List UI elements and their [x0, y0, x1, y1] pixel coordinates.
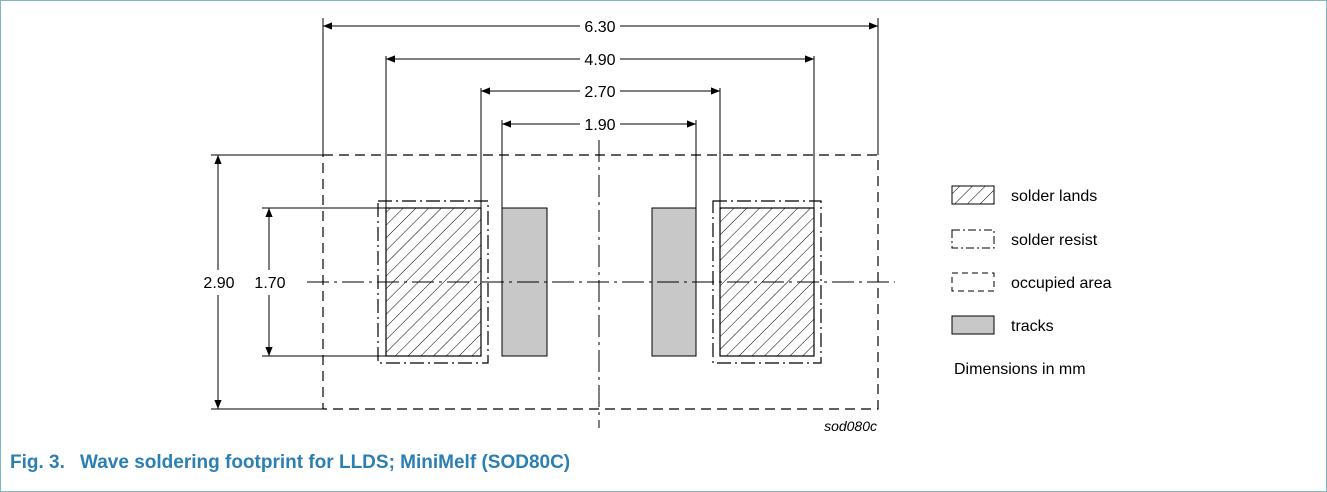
figure-title: Wave soldering footprint for LLDS; MiniM…: [80, 452, 571, 473]
legend-swatch-solder-lands: [951, 185, 995, 205]
dim-label-height-total: 2.90: [203, 275, 234, 292]
legend-swatch-tracks: [951, 315, 995, 335]
legend-swatch-solder-resist: [951, 229, 995, 249]
vertical-dimension-lines: [214, 155, 273, 409]
dim-label-total-width: 6.30: [584, 19, 615, 36]
legend-label-solder-lands: solder lands: [1011, 188, 1097, 205]
legend-label-occupied-area: occupied area: [1011, 275, 1112, 292]
dim-label-tracks-gap: 1.90: [584, 117, 615, 134]
figure-caption: Fig. 3. Wave soldering footprint for LLDS…: [10, 452, 570, 474]
legend-label-tracks: tracks: [1011, 318, 1054, 335]
dim-label-lands-inner: 2.70: [584, 84, 615, 101]
dim-label-lands-outer: 4.90: [584, 52, 615, 69]
legend-units-note: Dimensions in mm: [954, 361, 1086, 378]
horizontal-dimension-lines: [323, 22, 878, 128]
legend-swatch-occupied-area: [951, 272, 995, 292]
drawing-code: sod080c: [824, 418, 877, 434]
legend-label-solder-resist: solder resist: [1011, 232, 1098, 249]
dim-label-height-land: 1.70: [254, 275, 285, 292]
extension-lines: [211, 18, 879, 410]
legend: solder lands solder resist occupied area…: [951, 185, 1112, 378]
figure-number: Fig. 3.: [10, 452, 65, 473]
